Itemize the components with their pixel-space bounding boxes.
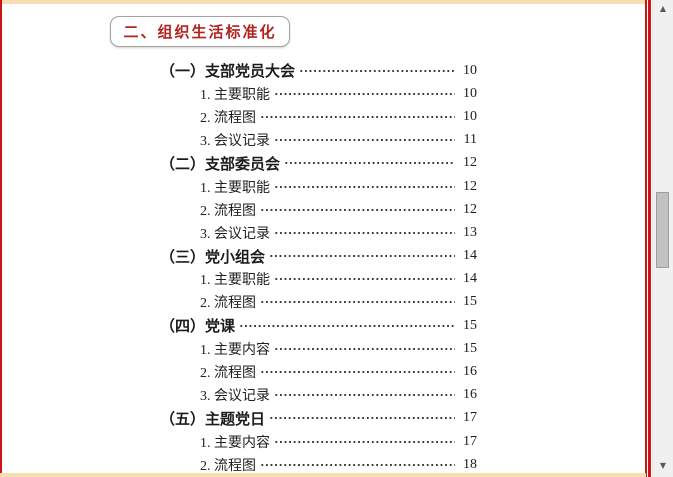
- toc-entry-label: 1. 主要内容: [200, 342, 270, 358]
- toc-entry: （二）支部委员会 12: [160, 152, 477, 175]
- toc-entry-page: 17: [463, 410, 477, 426]
- toc-entry: （四）党课 15: [160, 314, 477, 337]
- dot-leader: [274, 133, 455, 148]
- dot-leader: [274, 388, 455, 403]
- toc-entry-page: 12: [463, 201, 477, 217]
- toc-entry: 1. 主要职能 12: [160, 175, 477, 198]
- dot-leader: [239, 318, 455, 333]
- scroll-up-arrow-icon[interactable]: ▲: [659, 4, 667, 13]
- toc-entry-label: 2. 流程图: [200, 203, 256, 219]
- toc-entry: （一）支部党员大会 10: [160, 59, 477, 82]
- page-border-right-inner: [645, 0, 647, 477]
- toc-entry-label: 1. 主要职能: [200, 273, 270, 289]
- vertical-scrollbar[interactable]: ▲ ▼: [652, 0, 673, 477]
- dot-leader: [260, 109, 455, 124]
- dot-leader: [284, 156, 455, 171]
- page-border-right-outer: [648, 0, 651, 477]
- toc-entry-label: 2. 流程图: [200, 110, 256, 126]
- toc-entry: 2. 流程图 18: [160, 453, 477, 476]
- toc-entry: 3. 会议记录 16: [160, 384, 477, 407]
- dot-leader: [274, 225, 455, 240]
- toc-entry: （五）主题党日 17: [160, 407, 477, 430]
- toc-entry: 1. 主要职能 14: [160, 268, 477, 291]
- toc-entry-label: 2. 流程图: [200, 458, 256, 474]
- toc-entry-page: 16: [463, 364, 477, 380]
- section-title: 二、组织生活标准化: [123, 25, 277, 41]
- toc-entry-page: 11: [463, 132, 477, 148]
- toc-entry-page: 10: [463, 85, 477, 101]
- toc-entry-label: （一）支部党员大会: [160, 64, 296, 81]
- toc-entry-page: 12: [463, 178, 477, 194]
- toc-entry-label: 1. 主要内容: [200, 435, 270, 451]
- dot-leader: [274, 179, 455, 194]
- page-border-left: [0, 0, 2, 477]
- toc-entry-page: 10: [463, 108, 477, 124]
- toc-entry: 1. 主要内容 15: [160, 337, 477, 360]
- toc-entry-page: 10: [463, 62, 477, 78]
- dot-leader: [274, 341, 455, 356]
- page-border-bottom: [0, 473, 646, 477]
- page-border-top: [0, 0, 646, 4]
- toc-entry-page: 15: [463, 317, 477, 333]
- dot-leader: [260, 202, 455, 217]
- toc-entry-label: 2. 流程图: [200, 296, 256, 312]
- dot-leader: [274, 272, 455, 287]
- toc-entry-label: 3. 会议记录: [200, 389, 270, 405]
- toc-entry: 1. 主要职能 10: [160, 82, 477, 105]
- toc-entry-label: （五）主题党日: [160, 411, 266, 428]
- toc-entry-label: （四）党课: [160, 319, 236, 336]
- toc-entry: 1. 主要内容 17: [160, 430, 477, 453]
- toc-entry-label: 3. 会议记录: [200, 134, 270, 150]
- toc-entry-label: （二）支部委员会: [160, 156, 281, 173]
- section-title-box: 二、组织生活标准化: [110, 16, 290, 47]
- dot-leader: [260, 295, 455, 310]
- toc-entry-label: （三）党小组会: [160, 249, 266, 266]
- dot-leader: [274, 86, 455, 101]
- toc-entry-label: 2. 流程图: [200, 366, 256, 382]
- toc-entry-page: 15: [463, 340, 477, 356]
- toc-entry: （三）党小组会 14: [160, 245, 477, 268]
- scrollbar-thumb[interactable]: [656, 192, 669, 268]
- toc-entry-page: 12: [463, 155, 477, 171]
- dot-leader: [299, 63, 455, 78]
- toc-entry: 2. 流程图 15: [160, 291, 477, 314]
- dot-leader: [274, 434, 455, 449]
- dot-leader: [269, 249, 455, 264]
- toc-entry: 2. 流程图 16: [160, 360, 477, 383]
- toc-entry-page: 18: [463, 456, 477, 472]
- toc-entry-page: 14: [463, 248, 477, 264]
- toc-entry: 3. 会议记录 13: [160, 221, 477, 244]
- toc-entry-label: 1. 主要职能: [200, 87, 270, 103]
- toc-list: （一）支部党员大会 10 1. 主要职能 10 2. 流程图 10 3. 会议记录 11 （二）…: [160, 59, 477, 476]
- toc-entry-page: 13: [463, 224, 477, 240]
- toc-entry: 2. 流程图 10: [160, 105, 477, 128]
- dot-leader: [269, 411, 455, 426]
- toc-entry-page: 14: [463, 271, 477, 287]
- toc-entry: 3. 会议记录 11: [160, 129, 477, 152]
- scroll-down-arrow-icon[interactable]: ▼: [659, 461, 667, 470]
- dot-leader: [260, 457, 455, 472]
- toc-entry-label: 1. 主要职能: [200, 180, 270, 196]
- dot-leader: [260, 365, 455, 380]
- toc-entry: 2. 流程图 12: [160, 198, 477, 221]
- toc-entry-page: 16: [463, 387, 477, 403]
- toc-entry-label: 3. 会议记录: [200, 226, 270, 242]
- toc-entry-page: 15: [463, 294, 477, 310]
- toc-entry-page: 17: [463, 433, 477, 449]
